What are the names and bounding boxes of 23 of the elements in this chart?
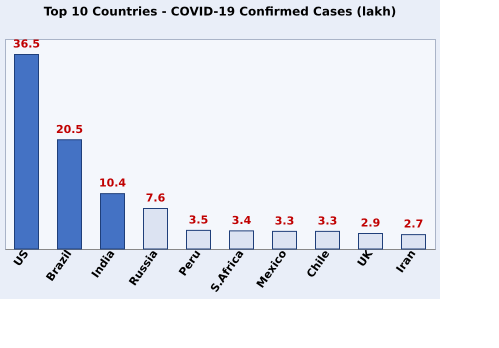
data-label: 10.4 [98,176,126,190]
bar [57,139,82,250]
bar [315,230,340,250]
data-label: 2.9 [360,216,380,230]
bar [186,230,211,250]
bar [14,54,39,250]
x-tick-label: UK [354,247,376,270]
data-label: 7.6 [146,192,166,205]
data-label: 3.4 [232,214,252,227]
data-label: 3.3 [318,214,338,228]
bar [143,208,168,250]
data-label: 36.5 [12,38,40,51]
chart-title: Top 10 Countries - COVID-19 Confirmed Cases (lakh) [44,4,396,19]
data-label: 2.7 [404,218,424,231]
bar [229,230,254,250]
bar [358,233,383,250]
bar [401,234,426,250]
data-label: 20.5 [56,122,84,136]
bar [100,193,125,250]
x-tick-label: US [11,247,32,269]
bar [272,230,297,250]
data-label: 3.5 [188,213,208,226]
data-label: 3.3 [274,214,294,228]
